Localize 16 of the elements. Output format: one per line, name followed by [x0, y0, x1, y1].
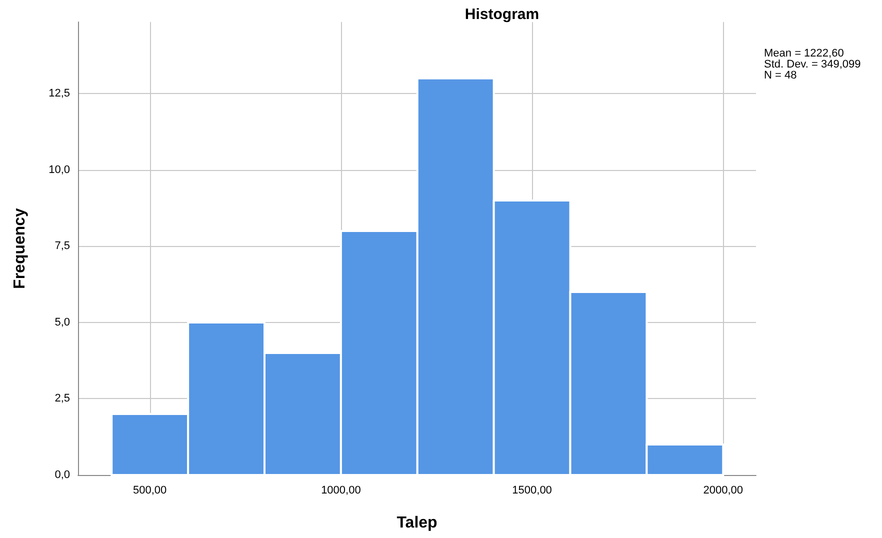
x-axis-title: Talep [396, 514, 438, 532]
y-tick-label: 12,5 [48, 88, 70, 100]
y-tick-label: 10,0 [48, 164, 70, 176]
text: Mean = 1222,60 [764, 48, 844, 60]
y-tick-label: 5,0 [54, 316, 70, 328]
chart-title: Histogram [464, 6, 540, 23]
text: N = 48 [764, 70, 797, 82]
y-tick-label: 0,0 [54, 469, 70, 481]
y-tick-label: 7,5 [54, 240, 70, 252]
text: Std. Dev. = 349,099 [764, 58, 861, 70]
x-tick-label: 1000,00 [321, 484, 361, 496]
x-tick-label: 2000,00 [703, 484, 744, 496]
y-tick-label: 2,5 [54, 392, 70, 405]
x-tick-label: 1500,00 [512, 484, 552, 496]
y-axis-title: Frequency [12, 208, 28, 289]
x-tick-label: 500,00 [133, 484, 167, 496]
